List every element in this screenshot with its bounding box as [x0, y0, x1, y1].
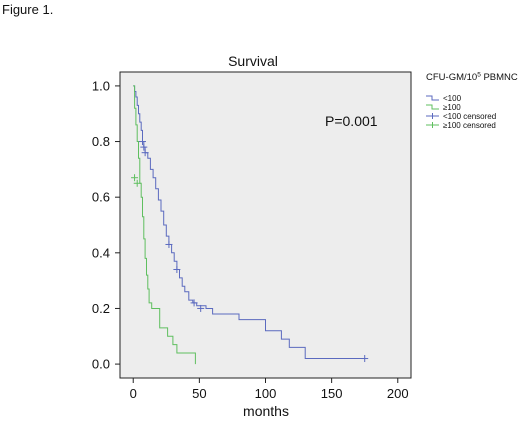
- legend-entry-label: ≥100 censored: [443, 121, 496, 130]
- survival-curve-ge100: [133, 85, 196, 365]
- x-tick-label: 0: [130, 386, 137, 401]
- y-tick-label: 0.8: [92, 134, 110, 149]
- censored-mark: [140, 143, 148, 151]
- y-tick-label: 0.0: [92, 357, 110, 372]
- censored-mark: [131, 174, 139, 182]
- censored-mark: [197, 304, 205, 312]
- censored-mark: [190, 299, 198, 307]
- legend-entry-label: <100: [443, 94, 462, 103]
- censored-mark: [361, 355, 369, 363]
- censored-mark: [173, 266, 181, 274]
- y-tick-label: 0.2: [92, 301, 110, 316]
- x-axis-label: months: [243, 403, 289, 419]
- legend-title-main: CFU-GM/10: [426, 72, 477, 83]
- series-layer: [131, 85, 369, 365]
- legend-swatch-line: [426, 104, 439, 110]
- figure-label: Figure 1.: [2, 2, 54, 17]
- legend-title-superscript: 5: [477, 72, 481, 79]
- censored-mark: [138, 138, 146, 146]
- censored-mark: [165, 240, 173, 248]
- p-value-annotation: P=0.001: [325, 113, 378, 129]
- legend-title: CFU-GM/105 PBMNC: [426, 72, 518, 84]
- x-tick-label: 200: [387, 386, 409, 401]
- legend-entry-label: ≥100: [443, 103, 461, 112]
- legend-title-rest: PBMNC: [481, 72, 518, 83]
- x-tick-label: 50: [192, 386, 206, 401]
- legend-entry-label: <100 censored: [443, 112, 496, 121]
- chart-title: Survival: [228, 53, 278, 69]
- y-tick-label: 1.0: [92, 78, 110, 93]
- legend-swatch-line: [426, 95, 439, 101]
- x-tick-label: 100: [255, 386, 277, 401]
- survival-curve-lt100: [133, 85, 365, 359]
- y-tick-label: 0.4: [92, 245, 110, 260]
- censored-mark: [133, 179, 141, 187]
- x-tick-label: 150: [321, 386, 343, 401]
- censored-mark: [141, 149, 149, 157]
- axes: 0.0 0.2 0.4 0.6 0.8 1.0 0 50 100 150 200: [92, 78, 409, 401]
- y-tick-label: 0.6: [92, 190, 110, 205]
- legend: CFU-GM/105 PBMNC <100≥100<100 censored≥10…: [426, 72, 518, 130]
